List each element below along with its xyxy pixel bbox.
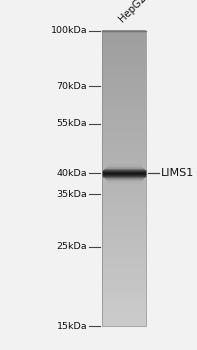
Text: LIMS1: LIMS1 [161, 168, 194, 178]
Text: 100kDa: 100kDa [50, 26, 87, 35]
Bar [102, 30, 146, 326]
Text: 15kDa: 15kDa [57, 322, 87, 331]
Text: 55kDa: 55kDa [57, 119, 87, 128]
Text: 35kDa: 35kDa [56, 190, 87, 199]
Text: 25kDa: 25kDa [57, 242, 87, 251]
Text: 70kDa: 70kDa [57, 82, 87, 91]
Text: HepG2: HepG2 [117, 0, 148, 24]
Text: 40kDa: 40kDa [57, 169, 87, 178]
